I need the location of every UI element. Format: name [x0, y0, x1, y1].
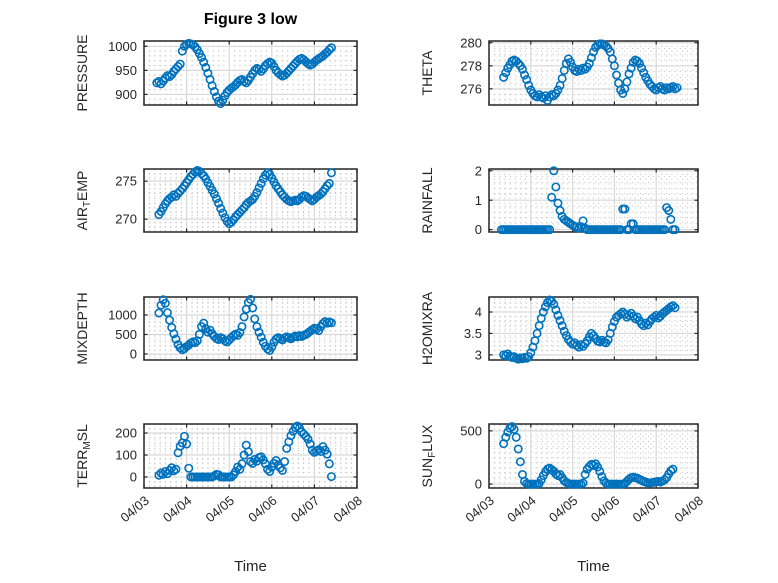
xtick-label: 04/05: [203, 493, 238, 525]
ytick-label: 0: [475, 477, 482, 492]
xtick-label: 04/03: [117, 493, 152, 525]
panel-pressure: 900 950 1000 PRESSURE: [74, 34, 358, 112]
y-axis-label: THETA: [419, 50, 435, 96]
xtick-label: 04/05: [546, 493, 581, 525]
x-axis-label-right: Time: [577, 558, 610, 575]
ytick-label: 0: [130, 347, 137, 362]
figure-title: Figure 3 low: [203, 11, 298, 28]
ytick-label: 2: [475, 163, 482, 178]
xtick-label: 04/07: [630, 493, 665, 525]
ytick-label: 0: [130, 470, 137, 485]
y-axis-label: TERRMSL: [74, 424, 93, 488]
panel-sun_flux: 0 500 SUNFLUX 04/03 04/04 04/05 04/06 04/07 04/0…: [419, 422, 706, 525]
y-axis-label: RAINFALL: [419, 167, 435, 233]
ytick-label: 3: [475, 347, 482, 362]
y-axis-label: AIRTEMP: [74, 171, 93, 231]
ytick-label: 278: [460, 58, 482, 73]
xtick-label: 04/08: [330, 493, 365, 525]
x-axis-label-left: Time: [234, 558, 267, 575]
ytick-label: 500: [460, 423, 482, 438]
y-axis-label: SUNFLUX: [419, 424, 438, 488]
xtick-label: 04/08: [671, 493, 706, 525]
ytick-label: 0: [475, 222, 482, 237]
ytick-label: 280: [460, 35, 482, 50]
ytick-label: 4: [475, 305, 482, 320]
xtick-label: 04/06: [245, 493, 280, 525]
xtick-label: 04/03: [462, 493, 497, 525]
ytick-label: 1000: [108, 39, 137, 54]
panel-theta: 276 278 280 THETA: [419, 35, 699, 106]
panel-terr_msl: 0 100 200 TERRMSL 04/03 04/04 04/05 04/06 04/07 0…: [74, 421, 365, 525]
ytick-label: 500: [115, 327, 137, 342]
ytick-label: 270: [115, 212, 137, 227]
panel-air_temp: 270 275 AIRTEMP: [74, 166, 358, 233]
ytick-label: 950: [115, 63, 137, 78]
ytick-label: 1000: [108, 308, 137, 323]
xtick-label: 04/04: [160, 493, 195, 525]
xtick-label: 04/07: [288, 493, 323, 525]
ytick-label: 275: [115, 174, 137, 189]
ytick-label: 276: [460, 81, 482, 96]
panel-mixdepth: 0 500 1000 MIXDEPTH: [74, 292, 358, 365]
y-axis-label: H2OMIXRA: [419, 291, 435, 365]
xtick-label: 04/04: [504, 493, 539, 525]
y-axis-label: MIXDEPTH: [74, 292, 90, 364]
y-axis-label: PRESSURE: [74, 34, 90, 111]
ytick-label: 900: [115, 87, 137, 102]
ytick-label: 200: [115, 426, 137, 441]
ytick-label: 100: [115, 448, 137, 463]
ytick-label: 1: [475, 193, 482, 208]
ytick-label: 3.5: [464, 326, 482, 341]
panel-h2omixra: 3 3.5 4 H2OMIXRA: [419, 291, 699, 365]
xtick-label: 04/06: [588, 493, 623, 525]
panel-rainfall: 0 1 2 RAINFALL: [419, 163, 699, 237]
